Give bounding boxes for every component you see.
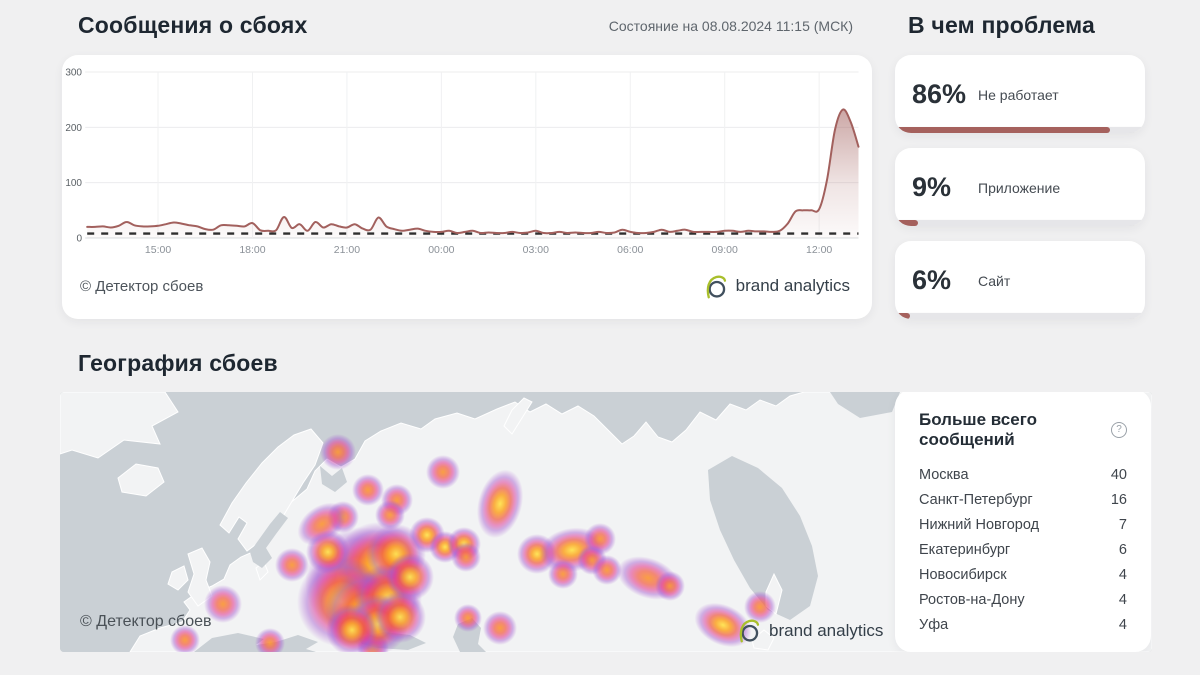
city-row: Новосибирск 4 bbox=[919, 562, 1127, 587]
city-count: 40 bbox=[1110, 466, 1127, 483]
city-count: 4 bbox=[1118, 616, 1127, 633]
heat-blob bbox=[352, 474, 384, 506]
problem-progress-fill bbox=[895, 127, 1110, 133]
problem-percent: 9% bbox=[912, 172, 952, 202]
city-count: 4 bbox=[1118, 591, 1127, 608]
top-cities-title: Больше всего сообщений bbox=[919, 410, 1037, 449]
outage-line-chart: 0 100 200 300 15:00 18:00 21:00 00:00 03:00 06:00… bbox=[65, 68, 860, 256]
heat-blob bbox=[374, 591, 426, 643]
svg-text:200: 200 bbox=[65, 123, 82, 134]
geography-title: География сбоев bbox=[78, 350, 278, 376]
heat-blob bbox=[320, 434, 356, 470]
brand-analytics-logo[interactable]: brand analytics bbox=[735, 617, 883, 644]
outages-title: Сообщения о сбоях bbox=[78, 12, 308, 38]
problem-percent: 86% bbox=[912, 79, 967, 109]
problem-label: Приложение bbox=[978, 180, 1061, 196]
svg-text:00:00: 00:00 bbox=[428, 244, 454, 256]
status-timestamp: Состояние на 08.08.2024 11:15 (МСК) bbox=[608, 18, 853, 34]
heat-blob bbox=[306, 530, 350, 574]
top-cities-card: Больше всего сообщений ? Москва 40 Санкт-… bbox=[895, 392, 1151, 652]
city-name: Москва bbox=[919, 466, 969, 483]
city-name: Уфа bbox=[919, 616, 949, 633]
svg-text:03:00: 03:00 bbox=[523, 244, 549, 256]
heat-blob bbox=[255, 628, 285, 652]
svg-text:300: 300 bbox=[65, 68, 82, 79]
svg-text:21:00: 21:00 bbox=[334, 244, 360, 256]
city-name: Ростов-на-Дону bbox=[919, 591, 1025, 608]
brand-analytics-icon bbox=[739, 619, 760, 643]
city-row: Екатеринбург 6 bbox=[919, 537, 1127, 562]
heat-blob bbox=[326, 604, 378, 652]
city-name: Новосибирск bbox=[919, 566, 1007, 583]
city-count: 7 bbox=[1118, 516, 1127, 533]
problem-percent: 6% bbox=[912, 265, 952, 295]
problem-progress-track bbox=[895, 220, 1145, 226]
heat-blob bbox=[744, 591, 776, 623]
city-count: 6 bbox=[1118, 541, 1127, 558]
problem-label: Не работает bbox=[978, 87, 1059, 103]
svg-text:06:00: 06:00 bbox=[617, 244, 643, 256]
problem-progress-fill bbox=[895, 313, 910, 319]
problem-progress-fill bbox=[895, 220, 918, 226]
problem-progress-track bbox=[895, 127, 1145, 133]
heat-blob bbox=[548, 559, 578, 589]
problem-progress-track bbox=[895, 313, 1145, 319]
problem-card-app: 9% Приложение bbox=[895, 148, 1145, 226]
brand-analytics-logo[interactable]: brand analytics bbox=[702, 273, 850, 300]
heat-blob bbox=[454, 604, 482, 632]
heat-blob bbox=[483, 611, 517, 645]
svg-text:0: 0 bbox=[76, 234, 82, 245]
help-icon[interactable]: ? bbox=[1111, 422, 1127, 438]
heat-blob bbox=[655, 571, 685, 601]
city-count: 16 bbox=[1110, 491, 1127, 508]
problems-title: В чем проблема bbox=[908, 12, 1095, 38]
city-name: Екатеринбург bbox=[919, 541, 1011, 558]
city-name: Санкт-Петербург bbox=[919, 491, 1033, 508]
svg-text:18:00: 18:00 bbox=[239, 244, 265, 256]
problem-card-site: 6% Сайт bbox=[895, 241, 1145, 319]
city-row: Нижний Новгород 7 bbox=[919, 512, 1127, 537]
problem-card-not-working: 86% Не работает bbox=[895, 55, 1145, 133]
outage-chart-card: 0 100 200 300 15:00 18:00 21:00 00:00 03:00 06:00… bbox=[62, 55, 872, 319]
heat-blob bbox=[204, 585, 242, 623]
chart-attribution: © Детектор сбоев bbox=[80, 277, 204, 295]
outage-heatmap[interactable]: © Детектор сбоев brand analytics Больше … bbox=[60, 392, 1152, 652]
city-row: Санкт-Петербург 16 bbox=[919, 487, 1127, 512]
svg-text:100: 100 bbox=[65, 178, 82, 189]
brand-analytics-icon bbox=[706, 275, 726, 298]
heat-blob bbox=[451, 542, 481, 572]
problem-label: Сайт bbox=[978, 273, 1011, 289]
heat-blob bbox=[275, 548, 309, 582]
brand-analytics-text: brand analytics bbox=[735, 276, 850, 295]
city-row: Уфа 4 bbox=[919, 612, 1127, 637]
svg-text:15:00: 15:00 bbox=[145, 244, 171, 256]
heat-blob bbox=[426, 455, 460, 489]
map-attribution: © Детектор сбоев bbox=[80, 613, 212, 630]
heat-blob bbox=[592, 555, 622, 585]
city-row: Москва 40 bbox=[919, 462, 1127, 487]
brand-analytics-text: brand analytics bbox=[769, 620, 884, 640]
svg-text:12:00: 12:00 bbox=[806, 244, 832, 256]
svg-text:09:00: 09:00 bbox=[712, 244, 738, 256]
heat-blob bbox=[170, 625, 200, 652]
city-row: Ростов-на-Дону 4 bbox=[919, 587, 1127, 612]
city-count: 4 bbox=[1118, 566, 1127, 583]
city-name: Нижний Новгород bbox=[919, 516, 1040, 533]
